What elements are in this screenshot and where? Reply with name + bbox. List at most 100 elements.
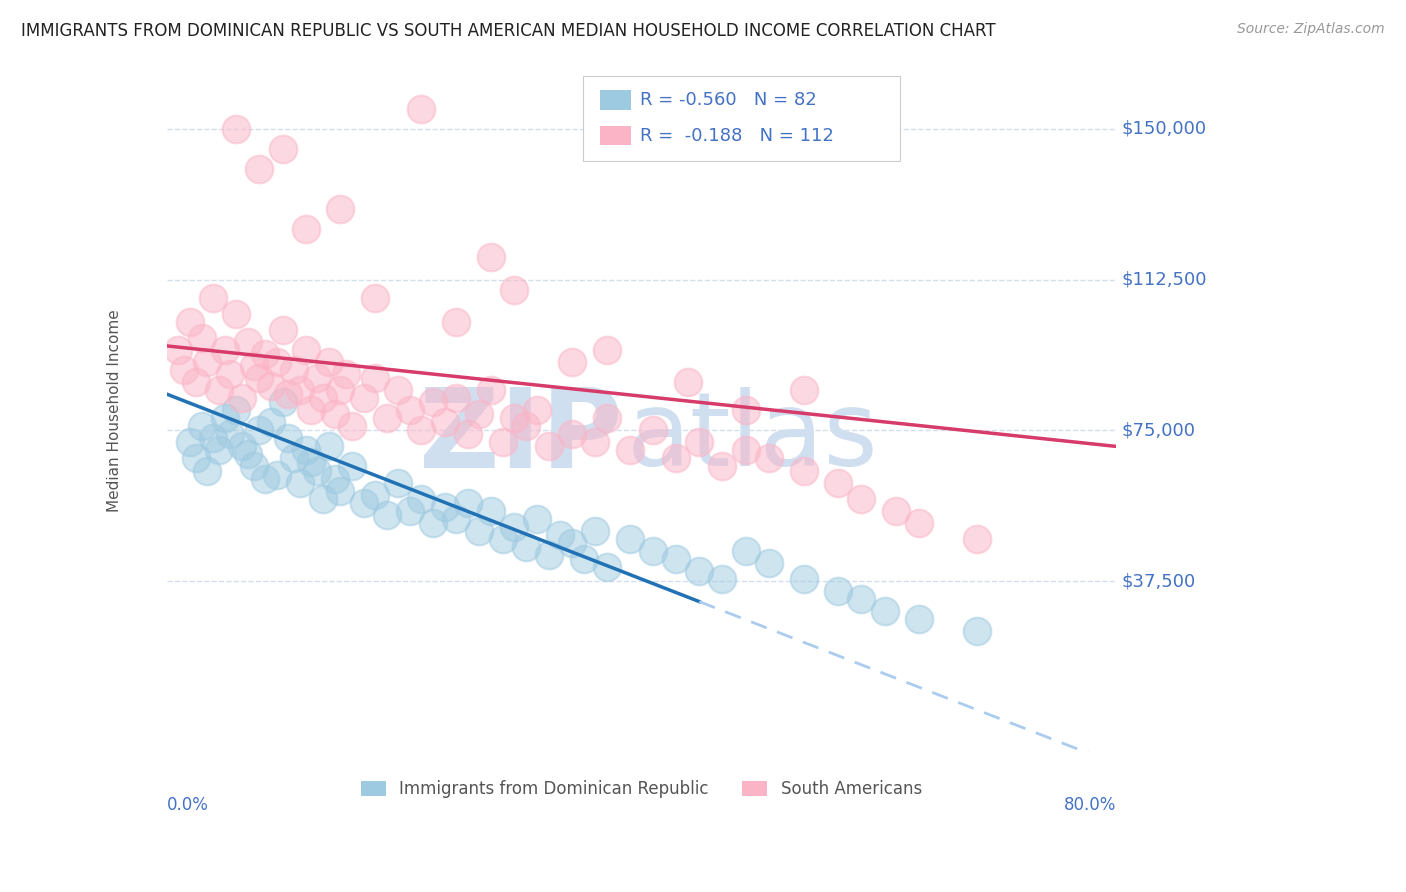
Point xyxy=(266,467,288,482)
Point xyxy=(827,584,849,599)
Legend: Immigrants from Dominican Republic, South Americans: Immigrants from Dominican Republic, Sout… xyxy=(354,773,928,805)
Point xyxy=(908,516,931,530)
Point xyxy=(184,375,207,389)
Point xyxy=(254,471,277,485)
Point xyxy=(294,343,316,357)
Point xyxy=(353,391,375,405)
Point xyxy=(247,423,270,437)
Point xyxy=(288,475,311,490)
Point xyxy=(758,451,780,466)
Point xyxy=(411,423,433,437)
Point xyxy=(884,504,907,518)
Point xyxy=(908,612,931,626)
Point xyxy=(294,222,316,236)
Text: R =  -0.188   N = 112: R = -0.188 N = 112 xyxy=(640,127,834,145)
Point xyxy=(202,431,225,445)
Point xyxy=(231,391,253,405)
Point xyxy=(550,528,572,542)
Point xyxy=(734,403,756,417)
Point xyxy=(242,359,264,373)
Text: Median Household Income: Median Household Income xyxy=(107,309,122,512)
Point xyxy=(260,415,283,429)
Point xyxy=(375,411,398,425)
Point xyxy=(711,459,734,474)
Point xyxy=(195,355,218,369)
Point xyxy=(457,427,479,442)
Point xyxy=(335,367,357,381)
Point xyxy=(387,383,409,397)
Point xyxy=(225,403,247,417)
Point xyxy=(676,375,699,389)
Point xyxy=(340,459,363,474)
Point xyxy=(758,556,780,570)
Text: Source: ZipAtlas.com: Source: ZipAtlas.com xyxy=(1237,22,1385,37)
Point xyxy=(619,532,641,546)
Point xyxy=(323,471,346,485)
Point xyxy=(515,419,537,434)
Point xyxy=(190,419,212,434)
Point xyxy=(387,475,409,490)
Point xyxy=(596,560,619,574)
Point xyxy=(491,435,513,450)
Point xyxy=(173,363,195,377)
Point xyxy=(312,391,335,405)
Point xyxy=(433,415,456,429)
Point xyxy=(318,355,340,369)
Point xyxy=(307,463,329,477)
Point xyxy=(422,395,444,409)
Point xyxy=(503,520,526,534)
Point xyxy=(329,202,352,217)
Point xyxy=(236,334,259,349)
Point xyxy=(399,403,422,417)
Point xyxy=(873,604,896,618)
Point xyxy=(247,371,270,385)
Text: R = -0.560   N = 82: R = -0.560 N = 82 xyxy=(640,91,817,109)
Point xyxy=(444,315,467,329)
Text: 0.0%: 0.0% xyxy=(167,797,208,814)
Point xyxy=(375,508,398,522)
Point xyxy=(444,512,467,526)
Text: $75,000: $75,000 xyxy=(1122,421,1197,440)
Point xyxy=(179,435,201,450)
Point xyxy=(364,291,387,305)
Point xyxy=(353,496,375,510)
Point xyxy=(572,552,595,566)
Point xyxy=(225,307,247,321)
Point xyxy=(422,516,444,530)
Point xyxy=(515,540,537,554)
Point xyxy=(242,459,264,474)
Point xyxy=(468,524,491,538)
Point xyxy=(411,491,433,506)
Point xyxy=(202,291,225,305)
Point xyxy=(271,323,294,337)
Point xyxy=(665,552,688,566)
Point xyxy=(583,524,606,538)
Point xyxy=(619,443,641,458)
Point xyxy=(179,315,201,329)
Point xyxy=(561,427,583,442)
Point xyxy=(966,624,988,639)
Text: $37,500: $37,500 xyxy=(1122,572,1197,591)
Point xyxy=(583,435,606,450)
Point xyxy=(167,343,190,357)
Point xyxy=(247,161,270,176)
Point xyxy=(225,121,247,136)
Text: $112,500: $112,500 xyxy=(1122,270,1208,289)
Point xyxy=(711,572,734,586)
Point xyxy=(364,488,387,502)
Point xyxy=(283,363,305,377)
Point xyxy=(329,483,352,498)
Point xyxy=(411,102,433,116)
Point xyxy=(561,536,583,550)
Point xyxy=(340,419,363,434)
Point xyxy=(277,431,299,445)
Text: atlas: atlas xyxy=(627,387,879,488)
Point xyxy=(266,355,288,369)
Point xyxy=(503,283,526,297)
Point xyxy=(444,391,467,405)
Point xyxy=(190,331,212,345)
Point xyxy=(219,427,242,442)
Point xyxy=(641,423,664,437)
Point xyxy=(734,544,756,558)
Point xyxy=(283,451,305,466)
